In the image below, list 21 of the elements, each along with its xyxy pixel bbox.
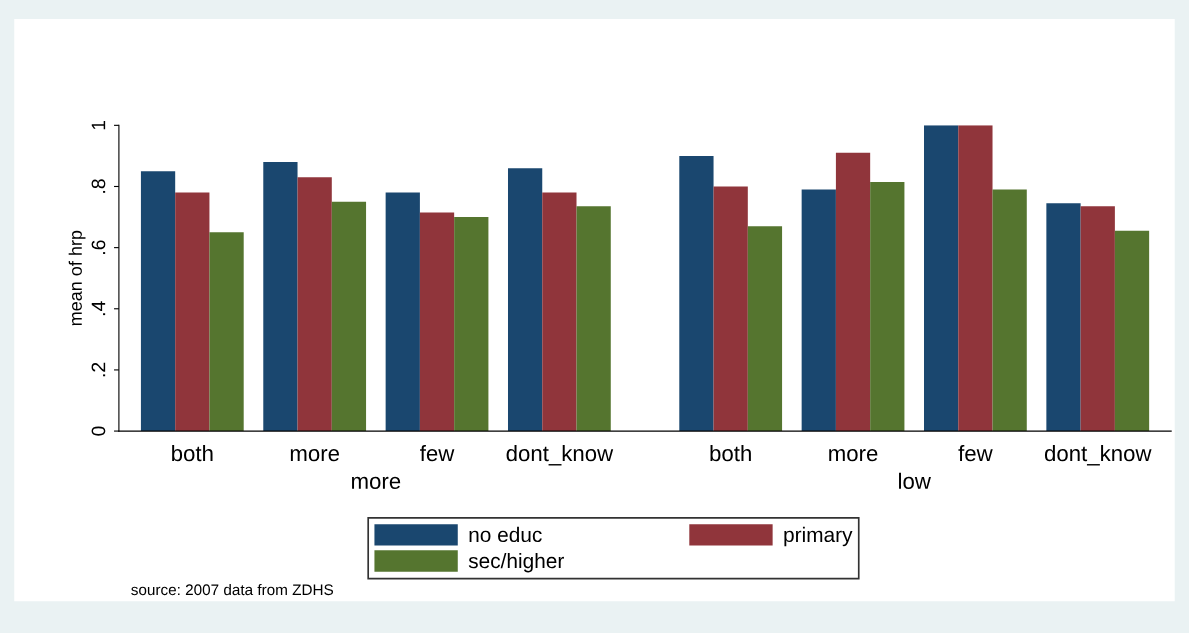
y-tick-label: 1 bbox=[91, 120, 106, 130]
x-tick-label: more bbox=[290, 449, 339, 462]
x-tick-label: dont_know bbox=[1044, 444, 1152, 466]
x-tick-label: dont_know bbox=[506, 444, 614, 466]
source-note: source: 2007 data from ZDHS bbox=[131, 583, 334, 596]
y-tick-label: .2 bbox=[91, 362, 106, 377]
text: low bbox=[899, 472, 931, 490]
x-tick-label: more bbox=[829, 449, 878, 462]
x-tick-label: few bbox=[420, 444, 455, 462]
x-tick-label: both bbox=[710, 444, 751, 462]
legend-label: primary bbox=[784, 526, 853, 547]
y-tick-label: .6 bbox=[91, 240, 106, 254]
text: more bbox=[352, 476, 401, 490]
legend-label: sec/higher bbox=[468, 552, 564, 573]
x-tick-label: few bbox=[958, 444, 993, 462]
y-axis-title: mean of hrp bbox=[68, 230, 86, 326]
legend-label: no educ bbox=[469, 526, 542, 543]
y-tick-label: .4 bbox=[91, 301, 106, 316]
x-tick-label: both bbox=[172, 444, 213, 462]
y-tick-label: .8 bbox=[91, 179, 106, 193]
y-tick-label: 0 bbox=[91, 426, 106, 436]
